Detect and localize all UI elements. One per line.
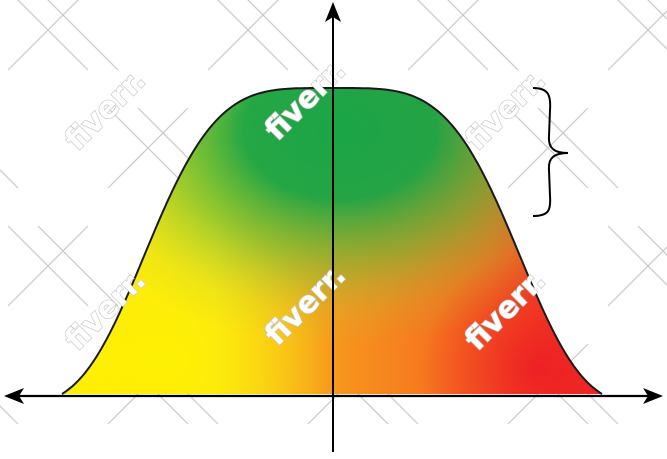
watermark-line (7, 225, 89, 307)
x-axis-left-arrowhead-icon (4, 388, 24, 404)
watermark-line (607, 10, 667, 71)
y-axis-arrowhead-icon (325, 2, 341, 22)
watermark-line (607, 246, 667, 307)
watermark-line (107, 107, 189, 189)
watermark-line (637, 225, 667, 256)
watermark-line (37, 225, 119, 307)
watermark-line (207, 0, 279, 71)
watermark-line (0, 405, 19, 425)
watermark-line (417, 0, 489, 71)
watermark-line (447, 0, 519, 71)
watermark-line (537, 107, 619, 189)
x-axis-right-arrowhead-icon (643, 388, 663, 404)
right-brace-icon (532, 87, 569, 217)
watermark-text: fiverr. (458, 63, 553, 158)
watermark-line (7, 0, 79, 71)
watermark-line (507, 107, 589, 189)
watermark-line (17, 0, 89, 71)
watermark-line (47, 0, 119, 71)
watermark-line (407, 0, 479, 71)
watermark-line (247, 0, 319, 71)
watermark-line (217, 0, 289, 71)
axes (4, 2, 663, 452)
watermark-line (607, 225, 667, 286)
watermark-text: fiverr. (58, 63, 153, 158)
watermark-line (0, 169, 19, 189)
watermark-line (647, 0, 667, 20)
